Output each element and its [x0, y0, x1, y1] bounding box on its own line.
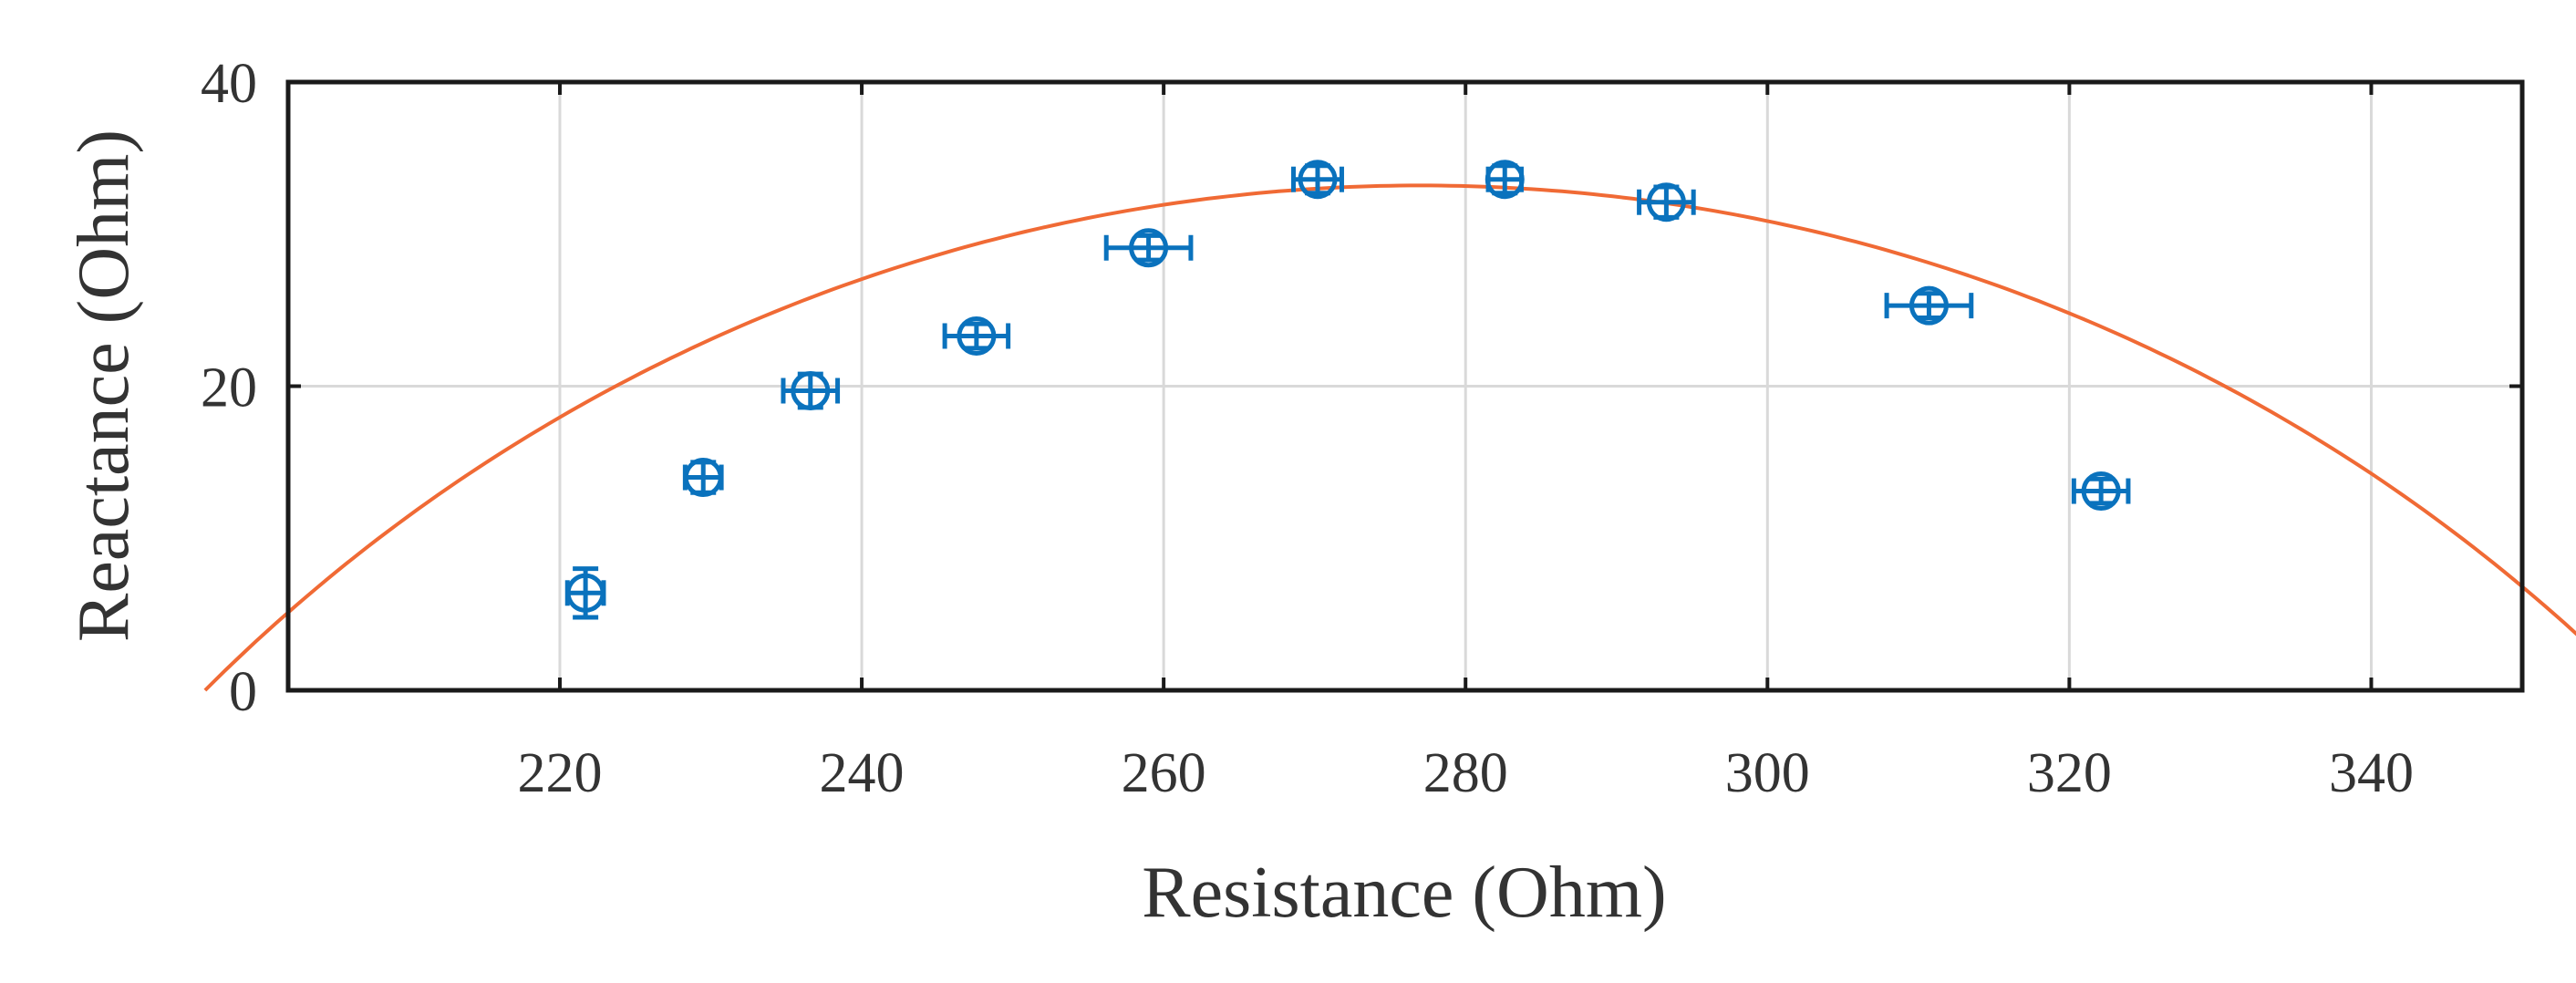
data-point: [1291, 160, 1344, 200]
y-tick-label: 0: [229, 661, 257, 723]
y-tick-label: 20: [201, 357, 257, 419]
data-point: [564, 566, 606, 620]
x-tick-label: 320: [2027, 742, 2112, 804]
data-points-layer: [564, 160, 2131, 620]
grid-lines: [288, 82, 2522, 690]
point-marker: [791, 371, 831, 411]
data-point: [1884, 285, 1974, 326]
point-marker: [1909, 285, 1949, 326]
point-marker: [1129, 228, 1169, 268]
y-tick-labels: 0 20 40: [201, 53, 257, 723]
x-tick-labels: 220 240 260 280 300 320 340: [517, 742, 2413, 804]
y-tick-label: 40: [201, 53, 257, 115]
point-marker: [1298, 160, 1338, 200]
data-point: [2071, 471, 2131, 512]
point-marker: [2081, 471, 2121, 512]
fit-curve-layer: [203, 183, 2576, 692]
x-tick-label: 280: [1423, 742, 1508, 804]
x-tick-label: 260: [1122, 742, 1206, 804]
point-marker: [1485, 160, 1525, 200]
data-point: [1637, 182, 1696, 222]
point-marker: [683, 458, 723, 498]
x-tick-label: 220: [517, 742, 602, 804]
y-axis-title: Reactance (Ohm): [64, 129, 144, 642]
x-tick-label: 340: [2329, 742, 2414, 804]
x-axis-title: Resistance (Ohm): [1142, 853, 1666, 933]
data-point: [781, 371, 841, 411]
data-point: [682, 458, 724, 498]
x-tick-label: 300: [1725, 742, 1810, 804]
data-point: [1103, 228, 1194, 268]
point-marker: [1646, 182, 1686, 222]
x-tick-label: 240: [820, 742, 905, 804]
data-point: [942, 316, 1011, 356]
axis-ticks: [288, 80, 2522, 692]
data-point: [1485, 160, 1525, 200]
fit-curve: [203, 183, 2576, 692]
point-marker: [565, 573, 605, 613]
point-marker: [957, 316, 997, 356]
